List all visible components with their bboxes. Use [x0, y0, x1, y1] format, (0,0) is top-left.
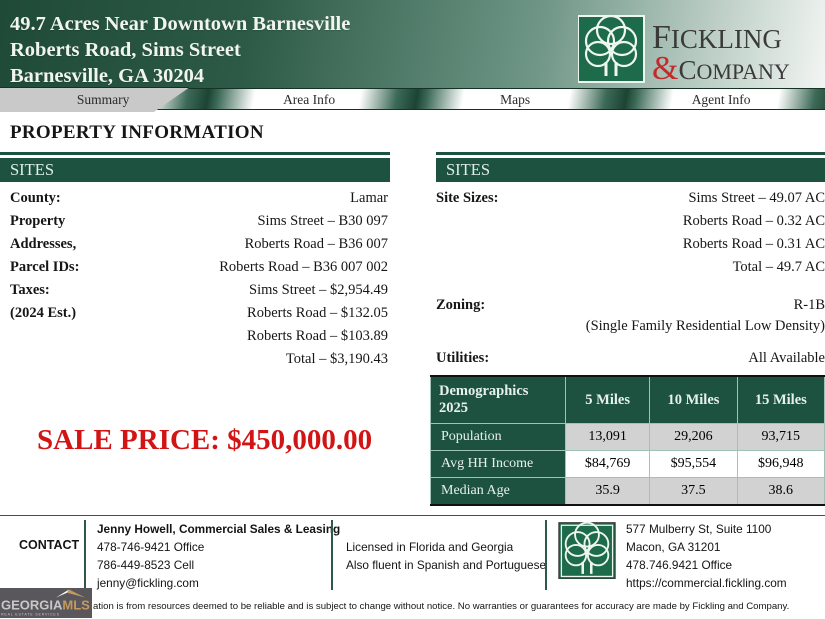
svg-text:GEORGIAMLS: GEORGIAMLS [1, 598, 90, 613]
svg-text:REAL ESTATE SERVICES: REAL ESTATE SERVICES [1, 613, 60, 617]
svg-text:&COMPANY: &COMPANY [652, 50, 790, 84]
